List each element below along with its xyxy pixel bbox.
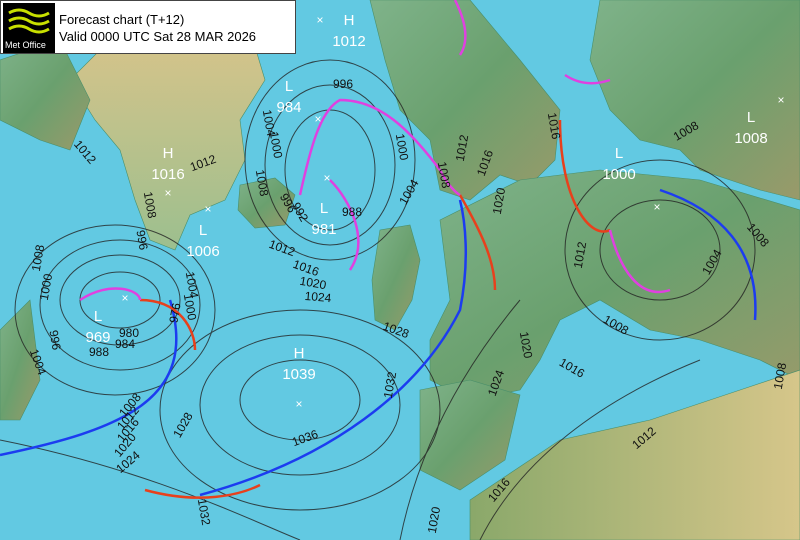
centre-value: 981 bbox=[311, 221, 336, 238]
isobar-label: 1000 bbox=[37, 272, 55, 301]
isobar-label: 1012 bbox=[453, 133, 471, 162]
logo-mark bbox=[8, 8, 50, 34]
isobar-label: 980 bbox=[119, 326, 139, 340]
centre-marker: × bbox=[653, 200, 660, 214]
centre-value: 1039 bbox=[282, 366, 315, 383]
isobar-label: 1032 bbox=[195, 498, 213, 527]
centre-kind: L bbox=[615, 145, 623, 162]
isobar-label: 1012 bbox=[571, 240, 589, 269]
isobar-label: 1008 bbox=[253, 169, 271, 198]
isobar-label: 1024 bbox=[304, 289, 332, 305]
centre-marker: × bbox=[323, 171, 330, 185]
centre-kind: L bbox=[94, 308, 102, 325]
isobar-label: 1004 bbox=[260, 109, 278, 138]
centre-marker: × bbox=[316, 13, 323, 27]
header: Met Office Forecast chart (T+12) Valid 0… bbox=[0, 0, 296, 54]
centre-value: 1000 bbox=[602, 166, 635, 183]
centre-value: 1012 bbox=[332, 33, 365, 50]
isobar-label: 1016 bbox=[545, 112, 563, 141]
fronts bbox=[0, 0, 757, 499]
centre-value: 969 bbox=[85, 329, 110, 346]
isobar-label: 996 bbox=[333, 77, 353, 91]
isobar-label: 1008 bbox=[29, 243, 47, 272]
isobar-label: 1008 bbox=[435, 161, 453, 190]
chart-title: Forecast chart (T+12) bbox=[59, 12, 185, 27]
centre-marker: × bbox=[121, 291, 128, 305]
isobar-label: 1020 bbox=[517, 331, 535, 360]
isobars bbox=[0, 59, 756, 540]
centre-kind: H bbox=[163, 145, 174, 162]
centre-kind: L bbox=[285, 78, 293, 95]
isobar-label: 1008 bbox=[771, 361, 789, 390]
centre-kind: H bbox=[344, 12, 355, 29]
isobar-label: 1020 bbox=[299, 274, 328, 292]
centre-marker: × bbox=[164, 186, 171, 200]
centre-kind: L bbox=[747, 109, 755, 126]
isobar-label: 984 bbox=[115, 337, 135, 351]
isobar-label: 988 bbox=[342, 205, 362, 219]
centre-kind: L bbox=[320, 200, 328, 217]
centre-marker: × bbox=[314, 112, 321, 126]
centre-value: 1008 bbox=[734, 130, 767, 147]
centre-value: 984 bbox=[276, 99, 301, 116]
valid-time: Valid 0000 UTC Sat 28 MAR 2026 bbox=[59, 29, 257, 44]
isobar-label: 1004 bbox=[183, 271, 201, 300]
isobar-label: 996 bbox=[46, 329, 63, 351]
isobar-label: 988 bbox=[89, 345, 109, 359]
isobar-label: 1020 bbox=[425, 505, 443, 534]
isobar-label: 1032 bbox=[381, 370, 399, 399]
centre-kind: H bbox=[294, 345, 305, 362]
centre-kind: L bbox=[199, 222, 207, 239]
isobar-label: 1000 bbox=[393, 133, 411, 162]
isobar-label: 1000 bbox=[181, 293, 199, 322]
centre-marker: × bbox=[777, 93, 784, 107]
isobar-label: 996 bbox=[133, 229, 150, 251]
isobar-label: 1000 bbox=[267, 131, 285, 160]
centre-value: 1006 bbox=[186, 243, 219, 260]
centre-marker: × bbox=[295, 397, 302, 411]
logo-text: Met Office bbox=[5, 40, 46, 50]
centre-value: 1016 bbox=[151, 166, 184, 183]
logo: Met Office bbox=[3, 3, 55, 53]
isobar-label: 1020 bbox=[490, 186, 508, 215]
isobar-label: 976 bbox=[166, 302, 183, 324]
isobar-label: 1008 bbox=[141, 191, 159, 220]
centre-marker: × bbox=[204, 202, 211, 216]
